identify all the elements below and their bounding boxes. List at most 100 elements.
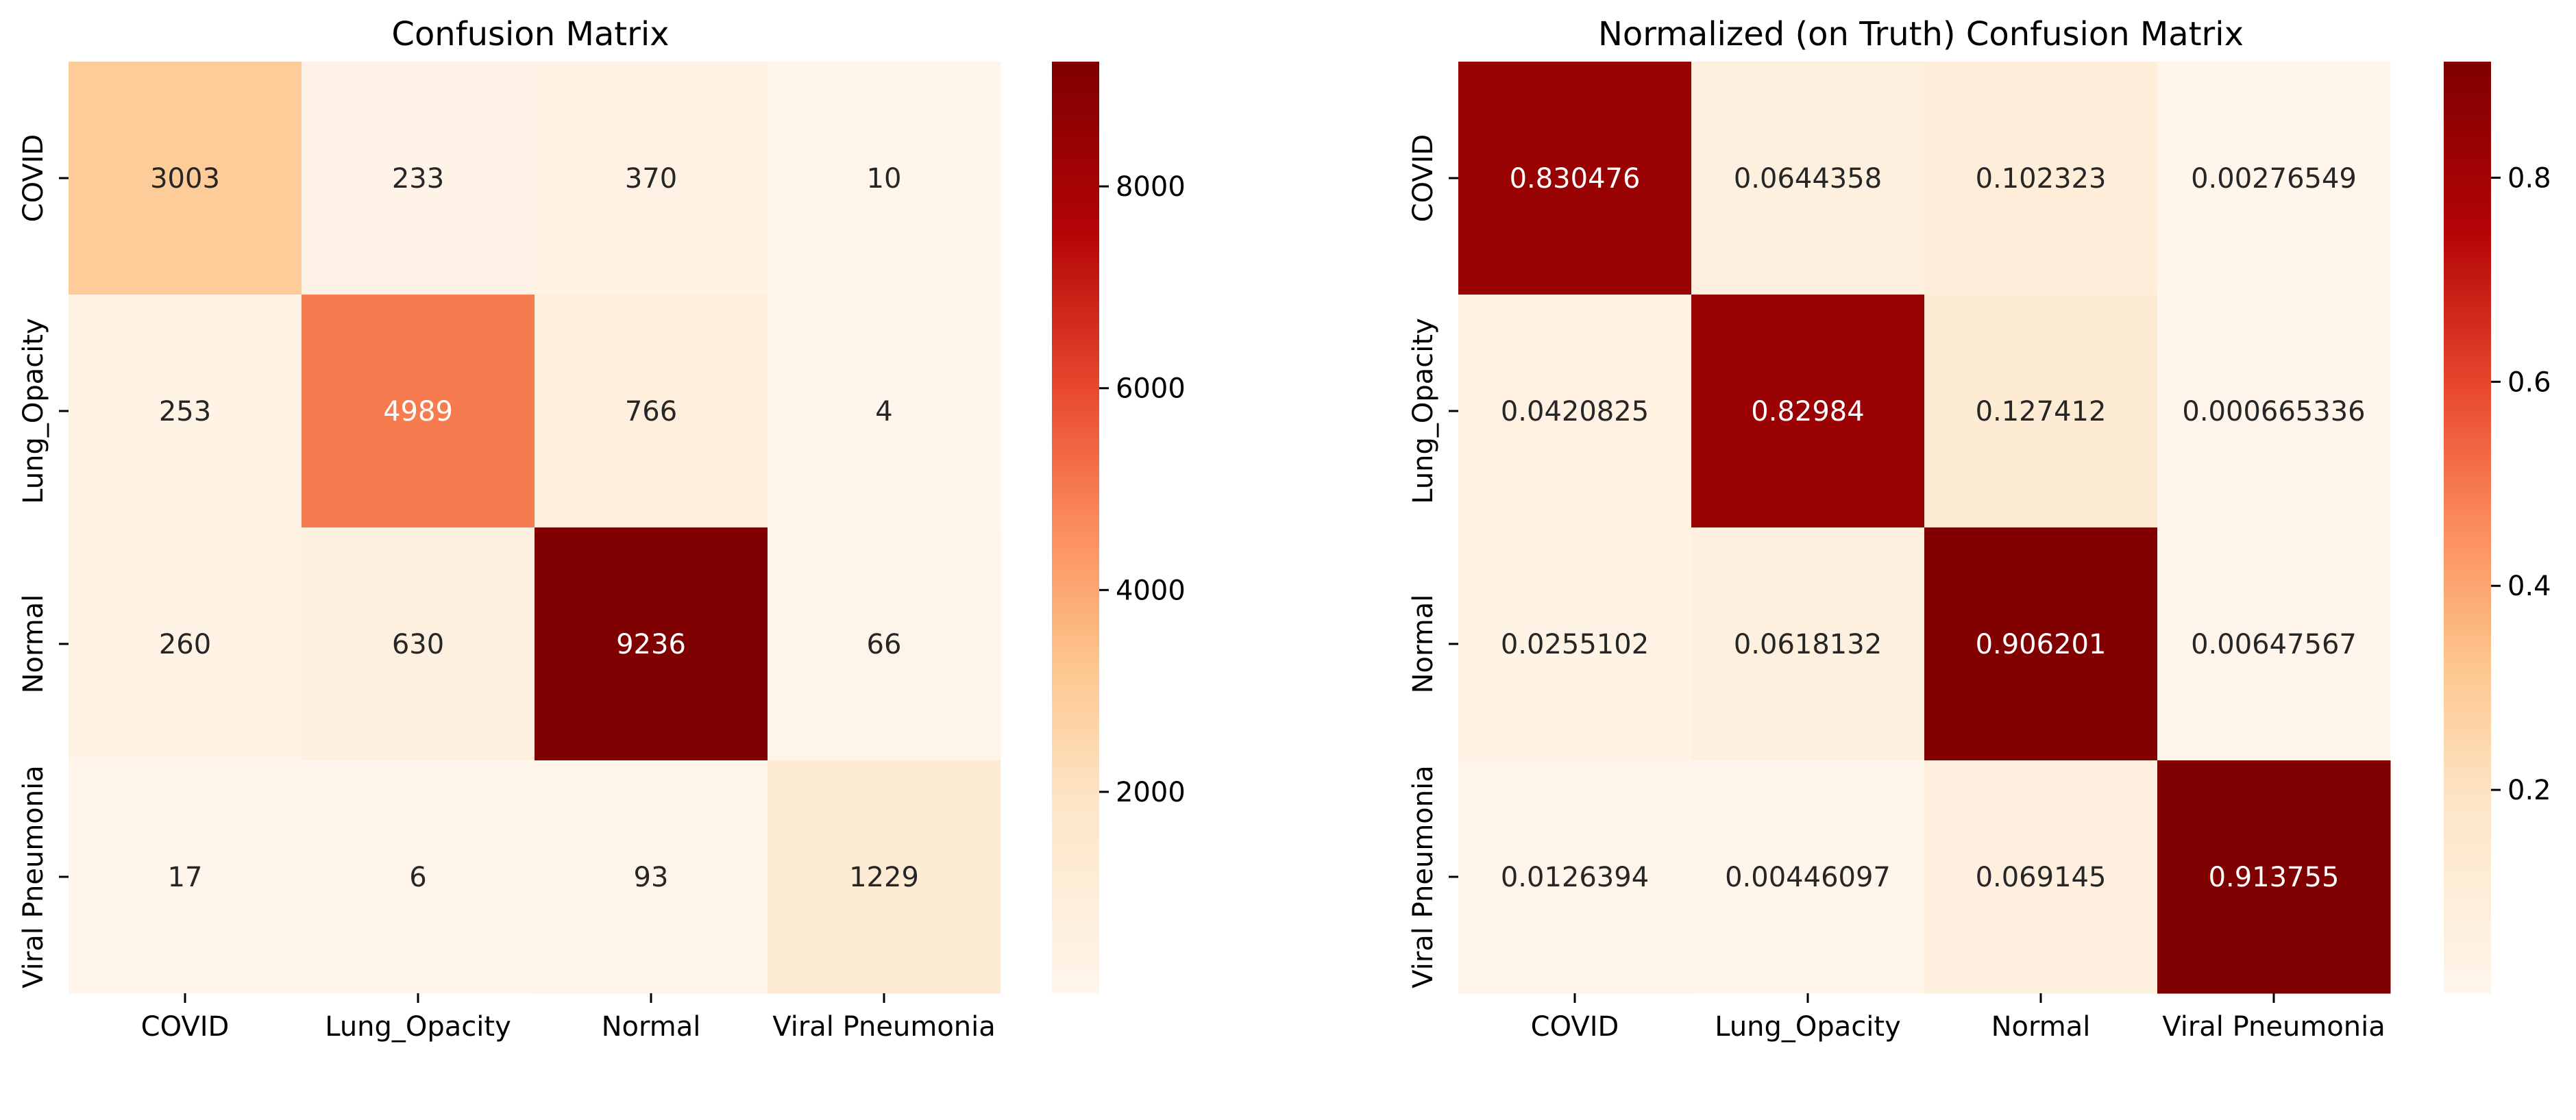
cell-label: 0.00647567: [2191, 629, 2357, 660]
cell-label: 0.000665336: [2182, 396, 2365, 427]
y-tick-label: COVID: [1408, 134, 1439, 223]
heatmap-cell: [1691, 527, 1925, 761]
x-axis: COVID Lung_Opacity Normal Viral Pneumonia: [141, 993, 996, 1043]
cell-label: 0.0618132: [1734, 629, 1882, 660]
colorbar-gradient: [1052, 62, 1099, 993]
heatmap-cell: [1458, 62, 1692, 295]
colorbar-gradient: [2444, 62, 2491, 993]
y-tick-label: Lung_Opacity: [1408, 318, 1439, 504]
x-tick-label: Lung_Opacity: [325, 1011, 511, 1043]
cell-label: 6: [409, 862, 426, 893]
heatmap-cell: [1458, 527, 1692, 761]
heatmap-cell: [1458, 760, 1692, 994]
cell-label: 370: [625, 163, 677, 195]
cell-label: 0.102323: [1976, 163, 2107, 195]
confusion-matrix-panel: Confusion Matrix 3003 233 370 10 253 4989 766 4…: [18, 15, 1186, 1043]
heatmap-cell: [69, 760, 302, 994]
cell-label: 4: [875, 396, 892, 427]
y-tick-label: COVID: [18, 134, 49, 223]
cell-label: 630: [392, 629, 444, 660]
heatmap-cell: [768, 527, 1001, 761]
heatmap-cell: [535, 527, 768, 761]
y-tick-label: Viral Pneumonia: [18, 765, 49, 988]
colorbar-tick-label: 4000: [1116, 575, 1186, 606]
y-tick-label: Normal: [1408, 595, 1439, 694]
colorbar-tick-label: 0.2: [2507, 775, 2551, 806]
heatmap-cell: [1924, 527, 2158, 761]
x-tick-label: Lung_Opacity: [1715, 1011, 1901, 1043]
colorbar: 2000 4000 6000 8000: [1052, 62, 1186, 993]
cell-label: 260: [159, 629, 211, 660]
heatmap-cell: [535, 62, 768, 295]
heatmap-cell: [2157, 62, 2391, 295]
cell-label: 0.82984: [1751, 396, 1864, 427]
y-tick-label: Normal: [18, 595, 49, 694]
cell-label: 3003: [150, 163, 220, 195]
cell-label: 66: [867, 629, 902, 660]
cell-label: 0.830476: [1510, 163, 1641, 195]
heatmap-cell: [768, 295, 1001, 528]
y-tick-label: Viral Pneumonia: [1408, 765, 1439, 988]
cell-label: 0.0644358: [1734, 163, 1882, 195]
cell-label: 17: [168, 862, 203, 893]
chart-title: Normalized (on Truth) Confusion Matrix: [1598, 15, 2244, 53]
heatmap-cell: [1691, 295, 1925, 528]
cell-label: 766: [625, 396, 677, 427]
cell-label: 233: [392, 163, 444, 195]
cell-label: 0.0126394: [1501, 862, 1649, 893]
heatmap-cell: [1924, 760, 2158, 994]
normalized-confusion-matrix-panel: Normalized (on Truth) Confusion Matrix 0…: [1408, 15, 2551, 1043]
x-axis: COVID Lung_Opacity Normal Viral Pneumonia: [1531, 993, 2385, 1043]
heatmap-cell: [69, 527, 302, 761]
cell-label: 0.913755: [2209, 862, 2340, 893]
heatmap-cell: [1691, 62, 1925, 295]
cell-labels: 3003 233 370 10 253 4989 766 4 260 630 9236 66 17 6 93…: [150, 163, 919, 893]
cell-label: 253: [159, 396, 211, 427]
colorbar-tick-label: 8000: [1116, 171, 1186, 203]
cell-label: 4989: [383, 396, 453, 427]
heatmap-cell: [535, 295, 768, 528]
x-tick-label: Viral Pneumonia: [772, 1011, 996, 1043]
heatmap-cell: [1691, 760, 1925, 994]
cell-label: 10: [867, 163, 902, 195]
cell-label: 9236: [616, 629, 686, 660]
colorbar: 0.2 0.4 0.6 0.8: [2444, 62, 2551, 993]
cell-label: 93: [634, 862, 669, 893]
heatmap-cell: [2157, 295, 2391, 528]
heatmap-cell: [2157, 760, 2391, 994]
x-tick-label: Normal: [1991, 1011, 2091, 1043]
heatmap-cell: [2157, 527, 2391, 761]
heatmap-cell: [69, 295, 302, 528]
cell-label: 0.00276549: [2191, 163, 2357, 195]
cell-label: 0.906201: [1976, 629, 2107, 660]
heatmap-cell: [302, 295, 535, 528]
cell-label: 0.00446097: [1725, 862, 1891, 893]
cell-label: 0.127412: [1976, 396, 2107, 427]
x-tick-label: COVID: [141, 1011, 230, 1043]
heatmap-cell: [1924, 62, 2158, 295]
heatmap-cell: [302, 62, 535, 295]
y-axis: COVID Lung_Opacity Normal Viral Pneumonia: [1408, 134, 1458, 988]
colorbar-tick-label: 2000: [1116, 777, 1186, 808]
heatmap-cells: [69, 62, 1001, 994]
cell-label: 0.069145: [1976, 862, 2107, 893]
cell-label: 1229: [849, 862, 919, 893]
x-tick-label: Normal: [602, 1011, 701, 1043]
heatmap-cell: [302, 760, 535, 994]
colorbar-tick-label: 6000: [1116, 373, 1186, 405]
heatmap-cell: [69, 62, 302, 295]
heatmap-cell: [535, 760, 768, 994]
chart-title: Confusion Matrix: [391, 15, 669, 53]
colorbar-tick-label: 0.8: [2507, 162, 2551, 194]
cell-label: 0.0420825: [1501, 396, 1649, 427]
heatmap-cell: [768, 760, 1001, 994]
heatmap-cell: [1924, 295, 2158, 528]
colorbar-tick-label: 0.6: [2507, 366, 2551, 398]
y-tick-label: Lung_Opacity: [18, 318, 49, 504]
heatmap-cells: [1458, 62, 2391, 994]
heatmap-cell: [1458, 295, 1692, 528]
x-tick-label: Viral Pneumonia: [2162, 1011, 2385, 1043]
heatmap-cell: [302, 527, 535, 761]
colorbar-tick-label: 0.4: [2507, 571, 2551, 602]
